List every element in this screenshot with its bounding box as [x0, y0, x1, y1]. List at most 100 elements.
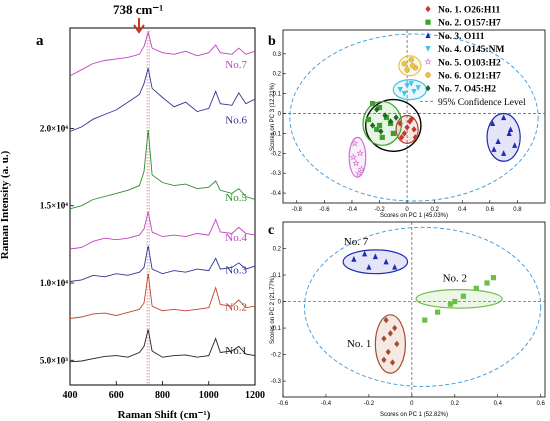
spectrum-line-3 — [69, 245, 256, 282]
pca-c-y-tick-label-2: -0.1 — [271, 326, 282, 332]
spectrum-line-5 — [69, 129, 256, 210]
pca-b-point-g7-0 — [374, 106, 380, 113]
pca-b-point-g4-1 — [404, 83, 410, 89]
pca-c-x-tick-label-0: -0.6 — [278, 401, 289, 407]
pca-b-point-g1-6 — [398, 134, 405, 141]
legend-label-3: No. 4. O145:NM — [438, 45, 505, 55]
x-tick-label-spectra-4: 1200 — [245, 390, 265, 401]
pca-c-group-label-2: No. 2 — [443, 273, 467, 285]
pca-b-y-tick-label-1: -0.3 — [271, 171, 282, 177]
x-axis-label-pca-c: Scores on PC 1 (52.82%) — [380, 412, 448, 418]
pca-c-y-tick-label-5: 0.2 — [273, 247, 282, 253]
pca-c-point-g3-5 — [389, 359, 396, 366]
spectrum-line-4 — [69, 211, 256, 250]
pca-b-y-tick-label-4: 0 — [278, 112, 282, 118]
pca-b-point-g2-0 — [370, 100, 376, 107]
pca-b-point-g7-1 — [382, 112, 388, 119]
pca-c-x-tick-label-2: -0.2 — [364, 401, 375, 407]
spectrum-label-6: No.6 — [225, 115, 247, 127]
peak-arrow-icon — [133, 18, 145, 34]
legend-marker-1 — [425, 19, 431, 25]
pca-b-point-g6-1 — [408, 57, 415, 63]
pca-c-group-ellipse-1 — [342, 249, 409, 275]
pca-b-x-tick-label-1: -0.6 — [319, 207, 330, 213]
pca-panel-c: c -0.6 -0.4 -0.2 0 0.2 0.4 0.6 -0.3 -0.2 -0.1 0 0.1… — [268, 221, 546, 418]
pca-b-point-g2-8 — [376, 122, 383, 129]
pca-b-x-tick-label-2: -0.4 — [347, 207, 358, 213]
pca-b-x-tick-label-0: -0.8 — [292, 207, 303, 213]
legend-marker-2 — [425, 32, 431, 38]
pca-b-point-g5-2 — [352, 159, 360, 167]
pca-b-point-g1-2 — [411, 126, 417, 133]
pca-b-point-g2-5 — [379, 134, 385, 140]
pca-c-point-g1-2 — [372, 253, 378, 260]
pca-b-x-tick-label-4: 0 — [405, 207, 409, 213]
pca-c-point-g1-3 — [383, 258, 389, 265]
x-tick-label-spectra-1: 600 — [109, 390, 124, 401]
legend-label-2: No. 3. O111 — [438, 32, 485, 42]
pca-c-group-ellipse-3 — [374, 314, 407, 374]
pca-b-x-tick-label-5: 0.2 — [431, 207, 440, 213]
pca-b-x-tick-label-7: 0.6 — [486, 207, 495, 213]
legend-label-6: No. 7. O45:H2 — [438, 85, 496, 95]
pca-b-x-tick-label-6: 0.4 — [458, 207, 467, 213]
pca-c-point-g3-6 — [381, 356, 387, 364]
pca-b-point-g1-3 — [401, 130, 407, 137]
spectrum-label-5: No.5 — [225, 192, 247, 204]
y-axis-label-spectra: Raman Intensity (a. u.) — [0, 150, 11, 259]
pca-b-point-g3-2 — [506, 130, 512, 137]
pca-c-x-tick-label-4: 0.2 — [451, 401, 460, 407]
pca-c-point-g2-0 — [422, 317, 428, 323]
pca-c-y-tick-label-1: -0.2 — [271, 353, 282, 359]
y-tick-label-spectra-0: 5.0×10³ — [40, 355, 68, 365]
legend-marker-0 — [425, 5, 431, 13]
raman-spectra-panel: a 738 cm⁻¹ No.1No.2No.3No.4No.5No.6No.7 … — [0, 2, 265, 421]
spectra-plot-frame — [69, 27, 256, 386]
pca-c-point-g2-1 — [435, 309, 441, 315]
pca-b-point-g3-6 — [491, 146, 497, 152]
spectrum-label-7: No.7 — [225, 59, 247, 71]
y-tick-label-spectra-3: 2.0×10⁴ — [40, 123, 68, 133]
pca-b-y-tick-label-2: -0.2 — [271, 151, 282, 157]
y-tick-label-spectra-1: 1.0×10⁴ — [40, 278, 68, 288]
pca-c-confidence-ellipse — [304, 226, 542, 387]
legend-label-0: No. 1. O26:H11 — [438, 6, 501, 16]
pca-b-x-tick-label-8: 0.8 — [513, 207, 522, 213]
panel-label-a: a — [36, 33, 44, 49]
pca-c-point-g2-7 — [452, 298, 458, 305]
pca-b-point-g1-7 — [408, 116, 414, 123]
pca-b-point-g2-7 — [390, 130, 396, 137]
pca-b-group-ellipse-4 — [392, 79, 428, 101]
x-axis-label-pca-b: Scores on PC 1 (45.03%) — [380, 213, 448, 219]
legend-label-7: 95% Confidence Level — [438, 97, 526, 108]
pca-c-y-tick-label-4: 0.1 — [273, 273, 282, 279]
pca-b-point-g6-4 — [409, 62, 416, 69]
spectrum-label-2: No.2 — [225, 302, 247, 314]
pca-b-group-ellipse-5 — [348, 136, 367, 178]
pca-b-point-g5-5 — [355, 169, 363, 177]
pca-c-y-tick-label-0: -0.3 — [271, 379, 282, 385]
y-axis-label-pca-c: Scores on PC 2 (21.77%) — [270, 276, 276, 344]
pca-panel-b: b -0.8 -0.6 -0.4 -0.2 0 0.2 0.4 0.6 0.8 -0.4 -0.3 -… — [268, 5, 546, 219]
pca-b-point-g5-1 — [356, 149, 364, 157]
y-tick-label-spectra-2: 1.5×10⁴ — [40, 201, 68, 211]
pca-c-point-g1-1 — [362, 250, 368, 257]
x-tick-label-spectra-0: 400 — [63, 390, 78, 401]
pca-c-point-g2-3 — [460, 293, 466, 299]
pca-b-point-g3-3 — [495, 138, 501, 144]
pca-c-x-tick-label-3: 0 — [410, 401, 414, 407]
pca-c-point-g3-4 — [385, 348, 391, 356]
x-tick-label-spectra-2: 800 — [155, 390, 170, 401]
pca-b-y-tick-label-5: 0.1 — [273, 92, 282, 98]
pca-c-group-ellipse-2 — [415, 289, 503, 309]
spectrum-label-1: No.1 — [225, 345, 247, 357]
pca-b-plot-frame — [282, 29, 546, 204]
spectrum-label-4: No.4 — [225, 232, 247, 244]
pca-b-y-tick-label-6: 0.2 — [273, 72, 282, 78]
pca-b-point-g4-0 — [397, 87, 403, 93]
pca-b-cluster-ellipse-black — [365, 98, 422, 152]
peak-annotation: 738 cm⁻¹ — [113, 2, 163, 17]
pca-b-y-tick-label-7: 0.3 — [273, 52, 282, 58]
pca-c-point-g2-6 — [490, 275, 497, 281]
spectrum-line-1 — [69, 329, 256, 363]
